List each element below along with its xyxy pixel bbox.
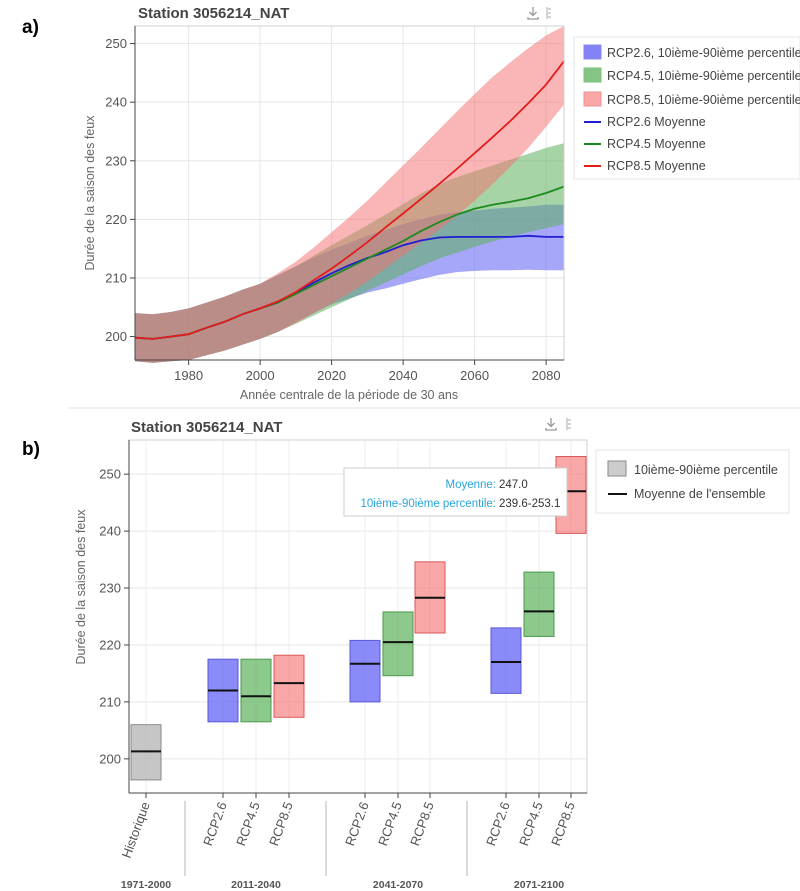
legend-label-percentile: 10ième-90ième percentile <box>634 463 778 477</box>
panel-b-letter: b) <box>22 439 40 460</box>
panel-b: b) Station 3056214_NAT 200 210 220 230 240 25… <box>22 418 790 891</box>
category-label: Historique <box>119 800 153 860</box>
panel-a: a) Station 3056214_NAT 1980 2000 2020 2040 2… <box>22 5 800 402</box>
category-label: RCP8.5 <box>407 800 437 848</box>
panel-a-legend-box <box>573 36 800 180</box>
panel-a-x-tick-label: 2000 <box>246 368 275 383</box>
percentile-box-rcp45[interactable] <box>523 571 555 637</box>
category-label: RCP8.5 <box>266 800 296 848</box>
panel-a-y-tick-label: 200 <box>105 329 127 344</box>
toolbar-menu-icon[interactable] <box>566 418 571 430</box>
panel-a-y-tick-label: 220 <box>105 212 127 227</box>
legend-swatch-percentile <box>607 460 627 477</box>
percentile-box-rcp45[interactable] <box>240 658 272 723</box>
panel-a-x-tick-label: 2060 <box>460 368 489 383</box>
legend-swatch-rcp26-band <box>583 44 602 60</box>
band-rcp85 <box>135 26 564 363</box>
tooltip-range-label: 10ième-90ième percentile: <box>360 498 496 510</box>
panel-a-y-tick-label: 230 <box>105 153 127 168</box>
panel-a-x-tick-label: 2080 <box>532 368 561 383</box>
panel-a-x-tick-label: 1980 <box>174 368 203 383</box>
panel-a-y-axis-label: Durée de la saison des feux <box>83 115 97 271</box>
panel-a-y-tick-label: 210 <box>105 270 127 285</box>
download-icon[interactable] <box>527 7 539 20</box>
tooltip-box <box>343 467 568 517</box>
legend-label-rcp85-mean: RCP8.5 Moyenne <box>607 159 706 173</box>
mean-line-rcp85 <box>134 60 565 340</box>
category-label: RCP4.5 <box>516 800 546 848</box>
panel-a-title: Station 3056214_NAT <box>138 5 289 22</box>
panel-b-y-tick-label: 200 <box>99 751 121 766</box>
period-label: 2011-2040 <box>231 879 281 891</box>
panel-b-legend-box <box>595 449 790 514</box>
legend-label-rcp26-mean: RCP2.6 Moyenne <box>607 115 706 129</box>
legend-label-ensemble-mean: Moyenne de l'ensemble <box>634 487 766 501</box>
period-label: 2071-2100 <box>514 879 564 891</box>
tooltip-mean-label: Moyenne: <box>445 479 496 491</box>
panel-a-x-tick-label: 2020 <box>317 368 346 383</box>
percentile-box-rcp85[interactable] <box>273 654 305 718</box>
period-label: 1971-2000 <box>121 879 171 891</box>
panel-b-title: Station 3056214_NAT <box>131 419 282 436</box>
category-label: RCP8.5 <box>548 800 578 848</box>
category-label: RCP4.5 <box>375 800 405 848</box>
panel-a-x-axis-label: Année centrale de la période de 30 ans <box>240 388 458 402</box>
legend-swatch-rcp45-band <box>583 67 602 83</box>
panel-b-y-tick-label: 250 <box>99 467 121 482</box>
download-icon[interactable] <box>545 418 557 431</box>
panel-b-y-axis-label: Durée de la saison des feux <box>74 509 88 665</box>
panel-a-x-tick-label: 2040 <box>389 368 418 383</box>
panel-b-legend: 10ième-90ième percentile Moyenne de l'en… <box>595 449 790 514</box>
legend-label-rcp85-band: RCP8.5, 10ième-90ième percentile <box>607 93 800 107</box>
panel-b-y-tick-label: 240 <box>99 524 121 539</box>
legend-label-rcp26-band: RCP2.6, 10ième-90ième percentile <box>607 46 800 60</box>
panel-b-y-tick-label: 220 <box>99 637 121 652</box>
legend-swatch-rcp85-band <box>583 91 602 107</box>
tooltip-mean-value: 247.0 <box>499 479 528 491</box>
panel-a-y-tick-label: 240 <box>105 95 127 110</box>
panel-a-bands <box>135 26 564 363</box>
hover-tooltip: Moyenne: 247.0 10ième-90ième percentile:… <box>343 467 568 517</box>
legend-label-rcp45-band: RCP4.5, 10ième-90ième percentile <box>607 69 800 83</box>
tooltip-range-value: 239.6-253.1 <box>499 498 560 510</box>
panel-a-y-tick-label: 250 <box>105 36 127 51</box>
legend-label-rcp45-mean: RCP4.5 Moyenne <box>607 137 706 151</box>
period-label: 2041-2070 <box>373 879 423 891</box>
percentile-box-rcp45[interactable] <box>382 611 414 677</box>
panel-a-lines <box>134 60 565 340</box>
toolbar-menu-icon[interactable] <box>546 7 551 19</box>
panel-a-legend: RCP2.6, 10ième-90ième percentile RCP4.5,… <box>573 36 800 180</box>
panel-a-axes: 1980 2000 2020 2040 2060 2080 200 210 220 230 240 2… <box>105 26 564 383</box>
panel-a-letter: a) <box>22 17 39 38</box>
category-label: RCP2.6 <box>483 800 513 848</box>
panel-b-y-tick-label: 210 <box>99 694 121 709</box>
category-label: RCP2.6 <box>200 800 230 848</box>
percentile-box-rcp26[interactable] <box>490 627 522 694</box>
category-label: RCP4.5 <box>233 800 263 848</box>
category-label: RCP2.6 <box>342 800 372 848</box>
percentile-box-rcp26[interactable] <box>349 639 381 703</box>
panel-b-y-tick-label: 230 <box>99 581 121 596</box>
